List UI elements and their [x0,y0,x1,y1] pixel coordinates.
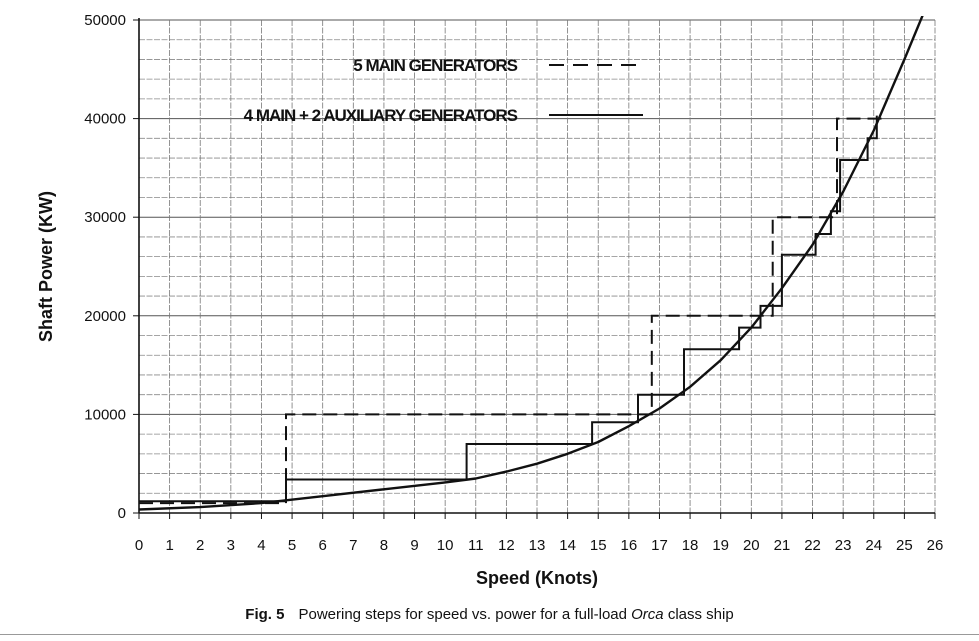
x-tick-label: 22 [804,537,821,554]
y-tick-label: 30000 [84,209,126,226]
x-tick-label: 21 [774,537,791,554]
tick-labels: 0 1 2 3 4 5 6 7 8 9 10 11 12 13 14 15 16 17 18 19 20 21 22 23 24… [84,12,943,554]
x-tick-label: 15 [590,537,607,554]
x-tick-label: 3 [227,537,235,554]
x-tick-label: 10 [437,537,454,554]
x-tick-label: 23 [835,537,852,554]
grid [138,19,936,514]
caption-text-end: class ship [663,606,734,623]
chart-canvas: 0 1 2 3 4 5 6 7 8 9 10 11 12 13 14 15 16 17 18 19 20 21 22 23 24… [36,12,943,588]
x-tick-label: 0 [135,537,143,554]
x-tick-label: 26 [927,537,944,554]
x-tick-label: 11 [468,537,484,554]
divider [0,634,979,635]
x-tick-label: 24 [865,537,882,554]
figure-label: Fig. 5 [245,606,285,623]
y-tick-label: 0 [118,505,126,522]
y-axis-title: Shaft Power (KW) [36,191,56,342]
x-tick-label: 2 [196,537,204,554]
x-tick-label: 14 [559,537,576,554]
x-tick-label: 6 [319,537,327,554]
y-tick-label: 40000 [84,111,126,128]
series-4-main-2-auxiliary-generators [139,115,878,503]
x-tick-label: 19 [712,537,729,554]
legend-label: 5 MAIN GENERATORS [353,56,517,75]
series [139,16,924,511]
x-tick-label: 8 [380,537,388,554]
legend: 5 MAIN GENERATORS 4 MAIN + 2 AUXILIARY GE… [244,56,643,125]
x-tick-label: 9 [410,537,418,554]
caption-italic: Orca [631,606,664,623]
x-tick-label: 4 [257,537,265,554]
x-tick-label: 13 [529,537,546,554]
axes [133,18,936,519]
y-tick-label: 50000 [84,12,126,29]
series-power-curve [139,16,924,511]
y-tick-label: 20000 [84,308,126,325]
y-tick-label: 10000 [84,406,126,423]
x-axis-title: Speed (Knots) [476,568,598,588]
x-tick-label: 18 [682,537,699,554]
x-tick-label: 25 [896,537,913,554]
x-tick-label: 1 [165,537,173,554]
x-tick-label: 5 [288,537,296,554]
caption-text: Powering steps for speed vs. power for a… [298,606,632,623]
x-tick-label: 17 [651,537,668,554]
x-tick-label: 7 [349,537,357,554]
x-tick-label: 16 [621,537,638,554]
x-tick-label: 12 [498,537,515,554]
legend-label: 4 MAIN + 2 AUXILIARY GENERATORS [244,106,518,125]
series-5-main-generators [139,117,883,505]
figure-caption: Fig. 5 Powering steps for speed vs. power… [0,606,979,623]
x-tick-label: 20 [743,537,760,554]
